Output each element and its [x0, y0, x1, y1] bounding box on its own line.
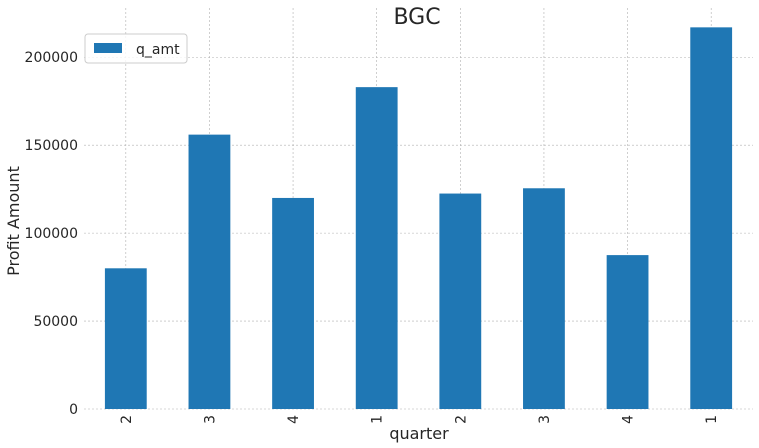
bar — [439, 193, 482, 409]
y-tick-label: 0 — [69, 402, 78, 418]
bar — [690, 27, 733, 409]
bars — [104, 27, 733, 409]
bar — [355, 87, 398, 409]
grid-lines — [84, 8, 753, 410]
y-tick-label: 100000 — [25, 226, 78, 242]
bar — [104, 268, 147, 409]
bar — [523, 188, 565, 409]
x-tick-label: 1 — [704, 415, 720, 424]
x-tick-label: 3 — [202, 415, 218, 424]
x-tick-label: 2 — [119, 415, 135, 424]
legend: q_amt — [84, 33, 188, 64]
legend-box — [84, 33, 188, 64]
legend-swatch — [94, 43, 122, 53]
legend-label: q_amt — [136, 42, 180, 58]
bar — [606, 255, 649, 409]
x-tick-label: 3 — [537, 415, 553, 424]
y-axis-label: Profit Amount — [4, 166, 23, 276]
y-tick-labels: 0 50000 100000 150000 200000 — [25, 50, 78, 418]
y-tick-label: 150000 — [25, 138, 78, 154]
x-tick-label: 1 — [370, 415, 386, 424]
chart-title: BGC — [393, 5, 440, 30]
y-tick-label: 50000 — [33, 314, 78, 330]
x-tick-label: 2 — [453, 415, 469, 424]
bar — [272, 197, 314, 409]
bar — [188, 134, 231, 409]
x-tick-label: 4 — [621, 415, 637, 424]
y-tick-label: 200000 — [25, 50, 78, 66]
x-tick-label: 4 — [286, 415, 302, 424]
x-axis-label: quarter — [389, 424, 449, 443]
x-tick-labels: 2 3 4 1 2 3 4 1 — [119, 415, 720, 424]
